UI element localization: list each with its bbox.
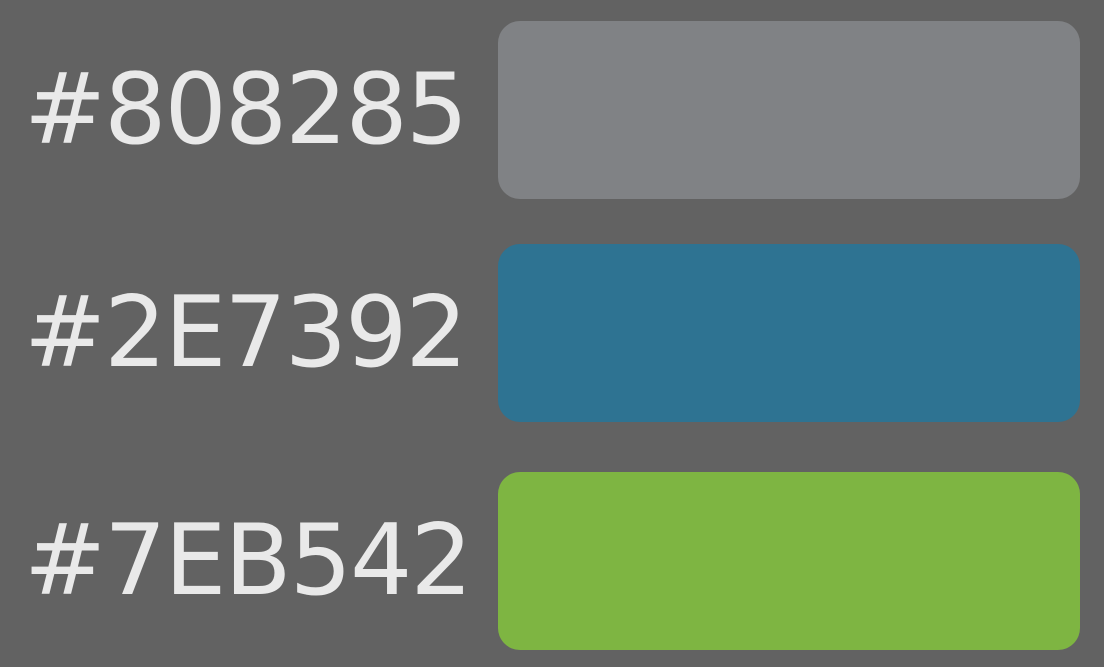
color-swatch	[498, 21, 1080, 199]
swatch-row: #808285	[0, 21, 1104, 199]
swatch-row: #7EB542	[0, 472, 1104, 650]
hex-label: #808285	[24, 53, 468, 167]
hex-label: #7EB542	[24, 504, 473, 618]
hex-label: #2E7392	[24, 276, 468, 390]
color-swatch	[498, 472, 1080, 650]
swatch-row: #2E7392	[0, 244, 1104, 422]
color-swatch	[498, 244, 1080, 422]
